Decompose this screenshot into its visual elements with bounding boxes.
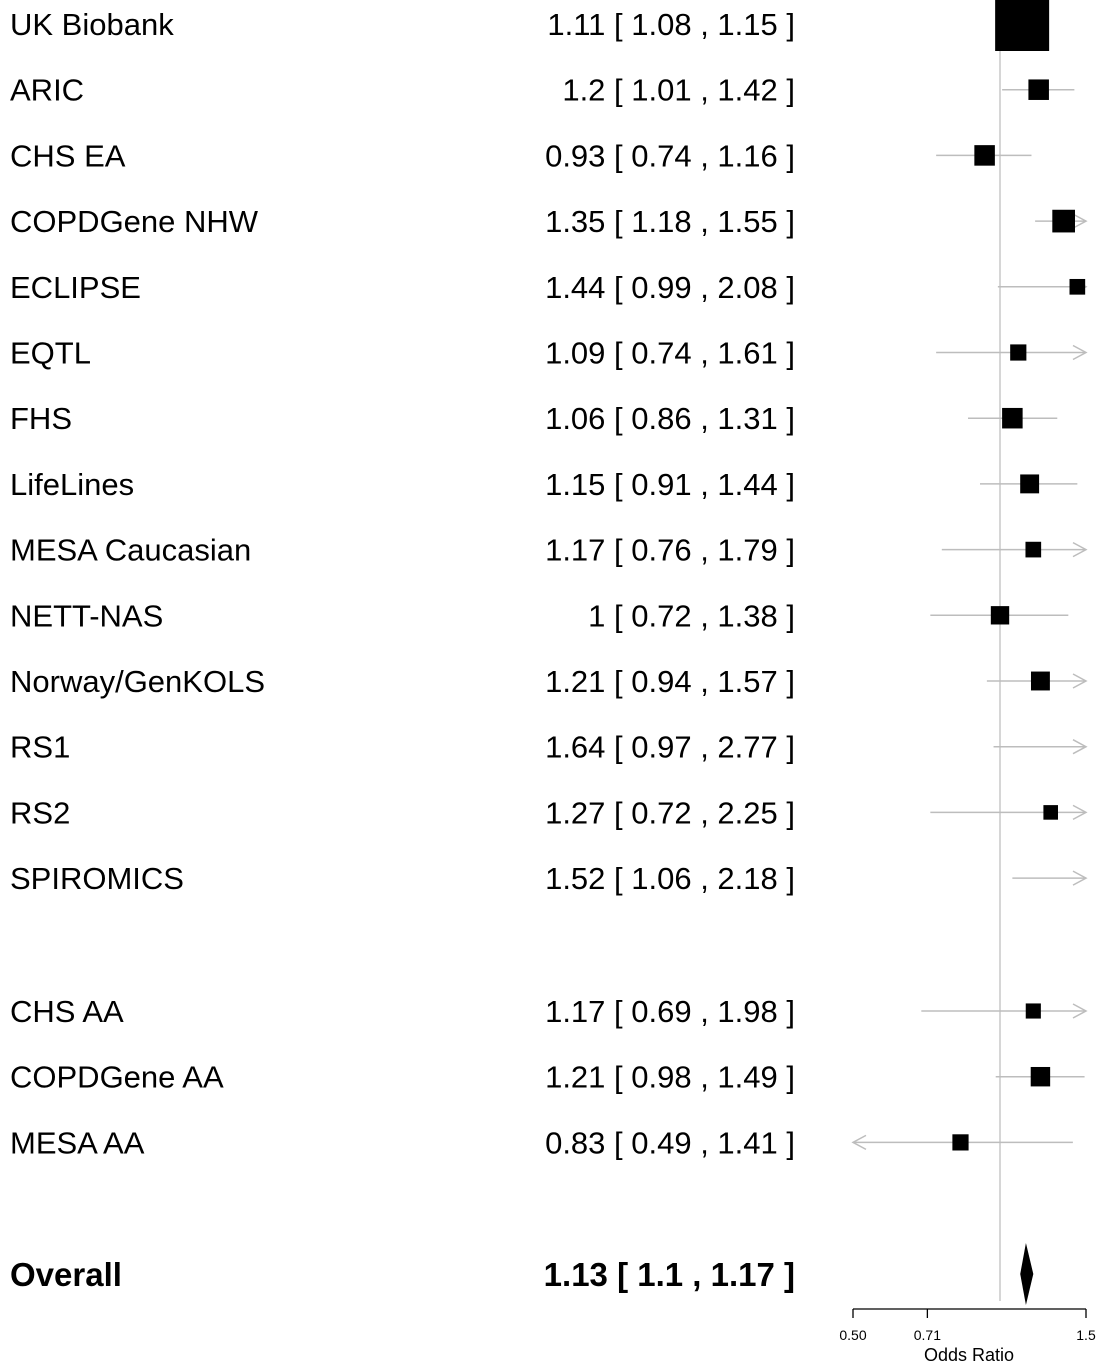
study-row: COPDGene AA 1.21 [ 0.98 , 1.49 ] [10,1060,1085,1095]
x-tick-label: 1.5 [1076,1327,1096,1343]
study-label: MESA AA [10,1125,145,1160]
ci-arrow-right [1072,673,1088,689]
ci-arrow-right [1072,344,1088,361]
estimate-ci-text: 1.35 [ 1.18 , 1.55 ] [545,204,795,239]
study-label: ARIC [10,73,84,108]
point-estimate-box [1030,671,1050,691]
study-label: Norway/GenKOLS [10,664,265,699]
study-label: SPIROMICS [10,861,184,896]
study-row: MESA AA 0.83 [ 0.49 , 1.41 ] [10,1125,1073,1160]
point-estimate-box [990,606,1010,625]
study-row: SPIROMICS 1.52 [ 1.06 , 2.18 ] [10,861,1088,896]
study-row: ECLIPSE 1.44 [ 0.99 , 2.08 ] [10,270,1088,305]
study-label: MESA Caucasian [10,533,251,568]
estimate-ci-text: 1.52 [ 1.06 , 2.18 ] [545,861,795,896]
estimate-ci-text: 0.83 [ 0.49 , 1.41 ] [545,1125,795,1160]
point-estimate-box [1028,79,1049,100]
estimate-ci-text: 1.17 [ 0.69 , 1.98 ] [545,994,795,1029]
estimate-ci-text: 1.27 [ 0.72 , 2.25 ] [545,795,795,830]
estimate-ci-text: 1.64 [ 0.97 , 2.77 ] [545,730,795,765]
study-label: LifeLines [10,467,134,502]
study-row: UK Biobank 1.11 [ 1.08 , 1.15 ] [10,0,1050,51]
point-estimate-box [1025,541,1042,558]
study-row: Norway/GenKOLS 1.21 [ 0.94 , 1.57 ] [10,664,1088,699]
study-label: RS1 [10,730,70,765]
overall-diamond [1020,1243,1034,1305]
point-estimate-box [1010,344,1027,361]
study-label: RS2 [10,795,70,830]
overall-ci-text: 1.13 [ 1.1 , 1.17 ] [544,1256,795,1293]
estimate-ci-text: 1.2 [ 1.01 , 1.42 ] [562,73,795,108]
point-estimate-box [952,1134,969,1151]
x-tick-label: 0.71 [914,1327,941,1343]
ci-arrow-right [1072,1003,1088,1019]
study-row: RS2 1.27 [ 0.72 , 2.25 ] [10,795,1088,830]
ci-arrow-left [851,1134,867,1151]
estimate-ci-text: 1.11 [ 1.08 , 1.15 ] [547,7,795,42]
study-label: EQTL [10,336,91,371]
ci-arrow-right [1072,213,1088,229]
estimate-ci-text: 1.21 [ 0.98 , 1.49 ] [545,1060,795,1095]
estimate-ci-text: 1.17 [ 0.76 , 1.79 ] [545,533,795,568]
point-estimate-box [1002,407,1023,429]
estimate-ci-text: 1 [ 0.72 , 1.38 ] [588,598,795,633]
study-label: NETT-NAS [10,598,163,633]
study-label: COPDGene AA [10,1060,224,1095]
study-row: ARIC 1.2 [ 1.01 , 1.42 ] [10,73,1075,108]
x-axis-label: Odds Ratio [924,1345,1014,1364]
point-estimate-box [974,145,995,166]
study-row: CHS EA 0.93 [ 0.74 , 1.16 ] [10,138,1032,173]
estimate-ci-text: 1.21 [ 0.94 , 1.57 ] [545,664,795,699]
estimate-ci-text: 1.06 [ 0.86 , 1.31 ] [545,401,795,436]
study-row: LifeLines 1.15 [ 0.91 , 1.44 ] [10,467,1078,502]
point-estimate-box [995,0,1050,51]
study-label: CHS EA [10,138,126,173]
point-estimate-box [1025,1003,1041,1019]
estimate-ci-text: 1.44 [ 0.99 , 2.08 ] [545,270,795,305]
study-label: CHS AA [10,994,124,1029]
ci-arrow-right [1072,870,1088,886]
ci-arrow-right [1072,541,1088,558]
study-row: COPDGene NHW 1.35 [ 1.18 , 1.55 ] [10,204,1088,239]
overall-label: Overall [10,1256,122,1293]
estimate-ci-text: 1.15 [ 0.91 , 1.44 ] [545,467,795,502]
point-estimate-box [1043,805,1058,820]
estimate-ci-text: 1.09 [ 0.74 , 1.61 ] [545,336,795,371]
study-row: RS1 1.64 [ 0.97 , 2.77 ] [10,730,1088,765]
point-estimate-box [1052,209,1075,233]
study-label: ECLIPSE [10,270,141,305]
study-row: NETT-NAS 1 [ 0.72 , 1.38 ] [10,598,1069,633]
point-estimate-box [1030,1066,1051,1087]
point-estimate-box [1069,278,1086,295]
ci-arrow-right [1072,739,1088,755]
study-row: EQTL 1.09 [ 0.74 , 1.61 ] [10,336,1088,371]
ci-arrow-right [1072,804,1088,821]
study-label: COPDGene NHW [10,204,259,239]
study-row: FHS 1.06 [ 0.86 , 1.31 ] [10,401,1058,436]
study-row: MESA Caucasian 1.17 [ 0.76 , 1.79 ] [10,533,1088,568]
estimate-ci-text: 0.93 [ 0.74 , 1.16 ] [545,138,795,173]
study-label: UK Biobank [10,7,174,42]
study-label: FHS [10,401,72,436]
point-estimate-box [1020,474,1040,494]
x-tick-label: 0.50 [839,1327,866,1343]
study-row: CHS AA 1.17 [ 0.69 , 1.98 ] [10,994,1088,1029]
